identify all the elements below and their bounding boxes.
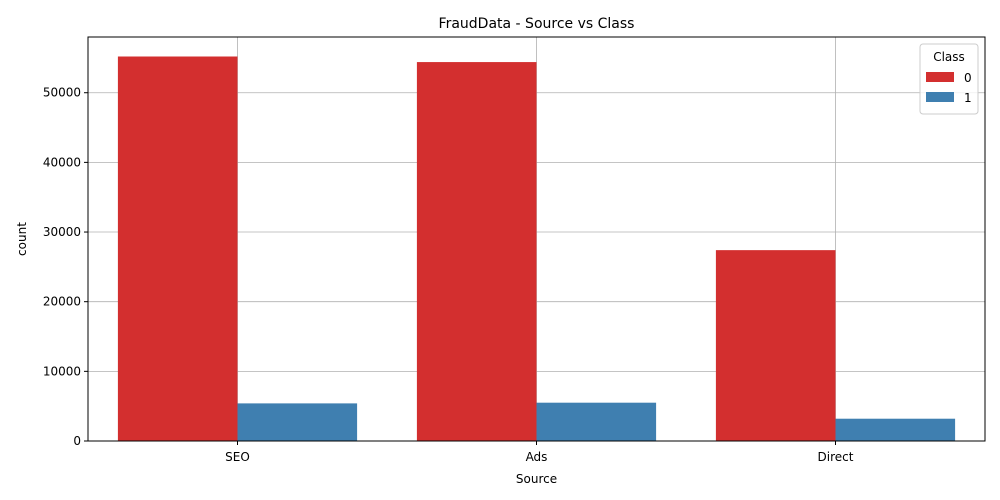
legend: Class 01 (919, 43, 979, 115)
x-tick-label: Ads (526, 450, 548, 464)
y-tick-label: 30000 (43, 225, 81, 239)
legend-label: 1 (964, 91, 972, 105)
y-tick-label: 10000 (43, 364, 81, 378)
y-tick-label: 20000 (43, 295, 81, 309)
y-axis-ticks: 0 10000 20000 30000 40000 50000 (43, 86, 88, 448)
legend-items: 01 (926, 71, 972, 105)
x-axis-ticks: SEO Ads Direct (225, 441, 854, 464)
bar-ads-class-1 (536, 402, 657, 441)
y-axis-label: count (15, 222, 29, 256)
legend-label: 0 (964, 71, 972, 85)
bar-seo-class-0 (117, 56, 238, 441)
x-tick-label: SEO (225, 450, 250, 464)
bar-direct-class-1 (835, 418, 956, 441)
x-axis-label: Source (516, 472, 557, 486)
bars (117, 56, 956, 441)
x-tick-label: Direct (818, 450, 854, 464)
legend-swatch (926, 92, 954, 102)
legend-title: Class (933, 50, 965, 64)
y-tick-label: 50000 (43, 86, 81, 100)
bar-direct-class-0 (715, 250, 836, 441)
chart-title: FraudData - Source vs Class (439, 16, 635, 32)
y-tick-label: 40000 (43, 155, 81, 169)
legend-swatch (926, 72, 954, 82)
bar-ads-class-0 (416, 62, 537, 441)
bar-seo-class-1 (237, 403, 358, 441)
y-tick-label: 0 (73, 434, 81, 448)
